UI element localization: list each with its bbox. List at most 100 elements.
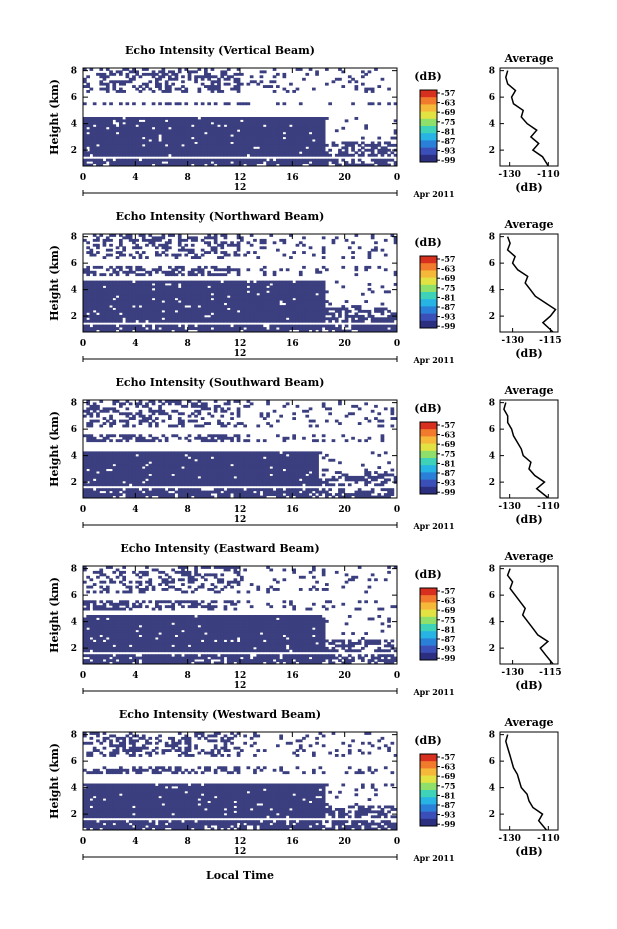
heatmap-cell [213, 407, 218, 411]
heatmap-cell [112, 163, 117, 167]
heatmap-cell [161, 75, 166, 79]
heatmap-cell [321, 312, 326, 316]
heatmap-cell [125, 478, 130, 482]
heatmap-cell [292, 139, 296, 142]
heatmap-cell [164, 80, 169, 84]
heatmap-cell [334, 236, 339, 240]
heatmap-cell [181, 493, 185, 496]
heatmap-cell [102, 309, 107, 313]
heatmap-cell [226, 493, 231, 496]
heatmap-cell [190, 466, 195, 469]
heatmap-cell [197, 473, 202, 477]
heatmap-cell [181, 268, 185, 272]
heatmap-cell [344, 163, 349, 167]
heatmap-cell [236, 287, 241, 291]
heatmap-cell [86, 85, 90, 88]
heatmap-cell [151, 129, 156, 133]
heatmap-cell [148, 417, 153, 420]
heatmap-cell [168, 309, 172, 313]
heatmap-cell [187, 139, 192, 142]
heatmap-cell [109, 253, 113, 257]
heatmap-cell [325, 153, 329, 157]
heatmap-cell [220, 131, 225, 135]
heatmap-cell [115, 148, 120, 152]
colorbar-segment [420, 90, 437, 98]
heatmap-cell [197, 292, 202, 296]
heatmap-cell [305, 312, 310, 316]
heatmap-cell [155, 285, 159, 289]
heatmap-cell [168, 270, 172, 274]
heatmap-cell [164, 314, 169, 318]
heatmap-cell [89, 253, 94, 257]
heatmap-cell [347, 141, 352, 145]
heatmap-cell [184, 243, 189, 247]
heatmap-cell [174, 302, 179, 306]
heatmap-cell [249, 292, 254, 296]
heatmap-cell [158, 146, 162, 150]
heatmap-cell [145, 121, 149, 125]
heatmap-cell [135, 458, 139, 462]
heatmap-cell [276, 119, 280, 123]
heatmap-cell [151, 139, 156, 142]
heatmap-cell [233, 285, 238, 289]
colorbar-tick-label: -93 [441, 312, 456, 322]
heatmap-cell [83, 471, 87, 474]
heatmap-cell [181, 314, 185, 318]
heatmap-cell [164, 270, 169, 274]
heatmap-cell [253, 327, 257, 330]
heatmap-cell [308, 287, 313, 291]
heatmap-cell [151, 131, 156, 135]
heatmap-cell [119, 329, 123, 333]
heatmap-cell [83, 414, 87, 418]
heatmap-cell [262, 139, 267, 142]
heatmap-cell [181, 90, 185, 93]
heatmap-cell [321, 246, 326, 250]
heatmap-cell [262, 158, 267, 162]
heatmap-cell [295, 295, 300, 299]
heatmap-cell [128, 493, 133, 496]
heatmap-cell [217, 458, 221, 462]
heatmap-cell [321, 117, 326, 120]
heatmap-cell [96, 475, 100, 479]
heatmap-cell [220, 473, 225, 477]
heatmap-cell [213, 238, 218, 242]
heatmap-cell [174, 480, 179, 484]
heatmap-cell [289, 314, 293, 318]
heatmap-cell [102, 305, 107, 308]
heatmap-cell [122, 295, 126, 299]
heatmap-cell [217, 404, 221, 408]
heatmap-cell [115, 287, 120, 291]
heatmap-cell [112, 148, 117, 152]
heatmap-cell [312, 302, 316, 306]
heatmap-cell [233, 305, 238, 308]
heatmap-cell [217, 273, 221, 277]
heatmap-cell [295, 312, 300, 316]
colorbar-tick-label: -87 [441, 136, 455, 146]
colorbar-segment [420, 256, 437, 264]
heatmap-cell [226, 82, 231, 86]
heatmap-cell [177, 134, 182, 138]
heatmap-cell [289, 146, 293, 150]
heatmap-cell [158, 87, 162, 91]
heatmap-cell [262, 134, 267, 138]
heatmap-cell [197, 287, 202, 291]
heatmap-cell [233, 463, 238, 467]
heatmap-cell [135, 300, 139, 303]
heatmap-cell [141, 163, 146, 167]
x-tick-label: 8 [185, 173, 191, 183]
heatmap-cell [109, 458, 113, 462]
heatmap-cell [128, 478, 133, 482]
heatmap-cell [168, 285, 172, 289]
heatmap-cell [210, 317, 215, 321]
heatmap-cell [226, 121, 231, 125]
heatmap-cell [233, 146, 238, 150]
heatmap-cell [128, 312, 133, 316]
heatmap-cell [246, 495, 251, 499]
heatmap-cell [259, 280, 264, 284]
heatmap-cell [256, 151, 261, 155]
heatmap-cell [298, 319, 303, 323]
heatmap-cell [220, 268, 225, 272]
heatmap-cell [132, 307, 136, 311]
heatmap-cell [233, 483, 238, 487]
heatmap-cell [223, 463, 228, 467]
